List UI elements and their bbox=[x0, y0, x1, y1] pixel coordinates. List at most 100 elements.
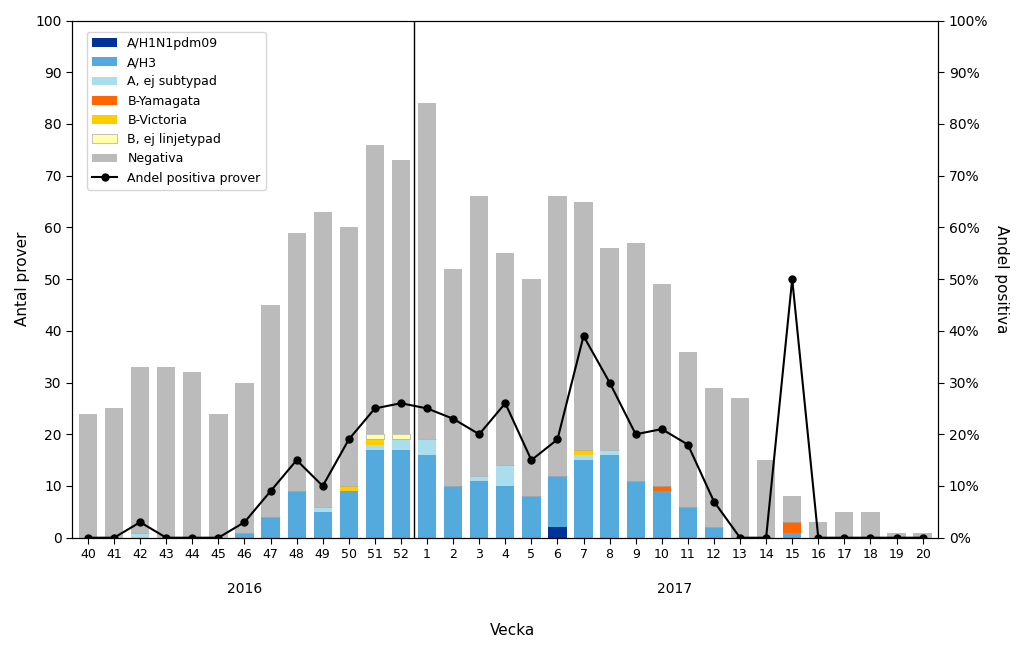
Bar bbox=[497, 486, 514, 538]
Bar bbox=[183, 372, 202, 538]
Text: 2017: 2017 bbox=[657, 582, 692, 596]
Bar bbox=[574, 450, 593, 455]
Bar bbox=[236, 533, 254, 538]
Bar bbox=[366, 434, 384, 439]
Bar bbox=[497, 465, 514, 486]
Andel positiva prover bbox=[630, 430, 642, 438]
Bar bbox=[261, 517, 280, 538]
Bar bbox=[861, 512, 880, 538]
Andel positiva prover bbox=[891, 534, 903, 542]
Y-axis label: Antal prover: Antal prover bbox=[15, 232, 30, 327]
Bar bbox=[236, 382, 254, 533]
Andel positiva prover bbox=[108, 534, 120, 542]
Andel positiva prover bbox=[316, 482, 329, 490]
Bar bbox=[757, 460, 775, 538]
Andel positiva prover bbox=[473, 430, 485, 438]
Bar bbox=[574, 455, 593, 460]
Andel positiva prover bbox=[655, 425, 668, 433]
Bar bbox=[574, 460, 593, 538]
Andel positiva prover bbox=[369, 404, 381, 412]
Andel positiva prover bbox=[786, 275, 799, 283]
Bar bbox=[783, 522, 802, 533]
Bar bbox=[600, 455, 618, 538]
Bar bbox=[418, 103, 436, 439]
Andel positiva prover bbox=[264, 487, 276, 495]
Andel positiva prover bbox=[734, 534, 746, 542]
Andel positiva prover bbox=[812, 534, 824, 542]
Bar bbox=[836, 512, 853, 538]
Bar bbox=[104, 408, 123, 538]
Bar bbox=[313, 512, 332, 538]
Bar bbox=[705, 388, 723, 527]
Bar bbox=[418, 455, 436, 538]
Andel positiva prover bbox=[760, 534, 772, 542]
Bar bbox=[131, 533, 150, 538]
Bar bbox=[470, 481, 488, 538]
Bar bbox=[157, 367, 175, 538]
Andel positiva prover bbox=[447, 415, 460, 422]
Andel positiva prover bbox=[525, 456, 538, 464]
Andel positiva prover bbox=[916, 534, 929, 542]
Andel positiva prover bbox=[708, 498, 720, 505]
Bar bbox=[679, 351, 697, 507]
Andel positiva prover bbox=[551, 435, 563, 443]
Bar bbox=[600, 248, 618, 450]
Line: Andel positiva prover: Andel positiva prover bbox=[85, 275, 926, 541]
Bar bbox=[418, 439, 436, 455]
Bar bbox=[913, 533, 932, 538]
Andel positiva prover bbox=[839, 534, 851, 542]
Bar bbox=[783, 533, 802, 538]
Bar bbox=[392, 434, 410, 439]
Bar bbox=[627, 481, 645, 538]
Bar bbox=[574, 202, 593, 450]
Andel positiva prover bbox=[82, 534, 94, 542]
Bar bbox=[131, 367, 150, 533]
Andel positiva prover bbox=[212, 534, 224, 542]
Bar bbox=[366, 439, 384, 445]
Bar bbox=[340, 227, 358, 486]
Andel positiva prover bbox=[499, 399, 511, 407]
Bar bbox=[731, 398, 750, 538]
Andel positiva prover bbox=[160, 534, 172, 542]
Bar bbox=[548, 527, 566, 538]
Bar bbox=[366, 445, 384, 450]
Bar bbox=[444, 269, 462, 486]
Andel positiva prover bbox=[395, 399, 408, 407]
Bar bbox=[522, 496, 541, 538]
Legend: A/H1N1pdm09, A/H3, A, ej subtypad, B-Yamagata, B-Victoria, B, ej linjetypad, Neg: A/H1N1pdm09, A/H3, A, ej subtypad, B-Yam… bbox=[87, 32, 265, 190]
Bar bbox=[679, 507, 697, 538]
Bar bbox=[340, 491, 358, 538]
Bar bbox=[888, 533, 905, 538]
Bar bbox=[313, 507, 332, 512]
Bar bbox=[627, 243, 645, 481]
Bar bbox=[470, 476, 488, 481]
Andel positiva prover bbox=[864, 534, 877, 542]
Andel positiva prover bbox=[603, 378, 615, 386]
Bar bbox=[392, 450, 410, 538]
Bar bbox=[366, 145, 384, 434]
Bar bbox=[548, 196, 566, 476]
Bar bbox=[652, 284, 671, 486]
Andel positiva prover bbox=[291, 456, 303, 464]
Bar bbox=[652, 491, 671, 538]
Andel positiva prover bbox=[682, 441, 694, 448]
Bar bbox=[548, 476, 566, 527]
Bar bbox=[444, 486, 462, 538]
Y-axis label: Andel positiva: Andel positiva bbox=[994, 225, 1009, 333]
Bar bbox=[652, 486, 671, 491]
Bar bbox=[313, 212, 332, 507]
Andel positiva prover bbox=[343, 435, 355, 443]
Bar bbox=[470, 196, 488, 476]
Andel positiva prover bbox=[239, 518, 251, 526]
Bar bbox=[209, 413, 227, 538]
Bar bbox=[600, 450, 618, 455]
Text: Vecka: Vecka bbox=[489, 623, 535, 638]
Bar bbox=[522, 279, 541, 496]
Bar bbox=[392, 439, 410, 450]
Bar bbox=[497, 253, 514, 465]
Bar bbox=[79, 413, 97, 538]
Andel positiva prover bbox=[134, 518, 146, 526]
Andel positiva prover bbox=[421, 404, 433, 412]
Text: 2016: 2016 bbox=[227, 582, 262, 596]
Bar bbox=[288, 491, 306, 538]
